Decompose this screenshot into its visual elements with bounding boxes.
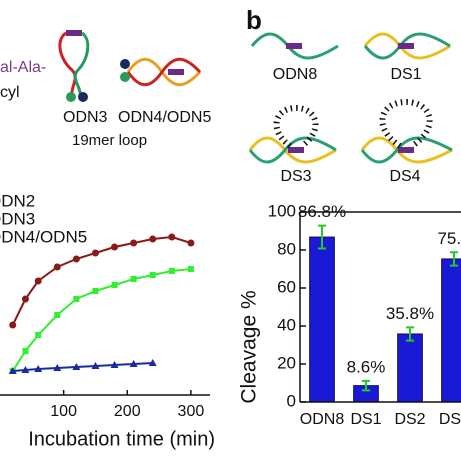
point — [129, 360, 138, 367]
x-tick-label: DS — [439, 411, 461, 428]
error-bar — [406, 326, 414, 342]
x-tick-label: 100 — [50, 403, 77, 420]
point — [21, 366, 30, 373]
point — [21, 295, 29, 303]
linker-text: al-Ala- — [0, 59, 46, 76]
point — [53, 263, 61, 271]
point — [22, 348, 29, 354]
sequence-label: ODN4/ODN5 — [118, 109, 211, 126]
point — [53, 364, 62, 371]
y-tick-label: 40 — [277, 315, 296, 334]
sequence-label: ODN8 — [273, 66, 318, 83]
hairpin-icon — [58, 30, 90, 102]
point — [149, 272, 156, 278]
point — [54, 312, 61, 318]
point — [187, 266, 194, 272]
x-axis-title: Incubation time (min) — [28, 428, 215, 450]
x-tick-label: ODN8 — [300, 411, 345, 428]
point — [72, 255, 80, 263]
legend-label: ODN2 — [0, 191, 35, 210]
legend-label: ODN4/ODN5 — [0, 227, 87, 246]
sequence-label: ODN3 — [63, 109, 108, 126]
bar — [397, 333, 423, 403]
y-tick-label: 0 — [287, 391, 296, 410]
y-tick-label: 60 — [277, 277, 296, 296]
duplex-icon — [120, 57, 202, 87]
point — [168, 233, 176, 241]
point — [92, 288, 99, 294]
point — [149, 235, 157, 243]
point — [130, 276, 137, 282]
bar — [441, 258, 461, 403]
legend-label: ODN3 — [0, 209, 35, 228]
point — [72, 363, 81, 370]
point — [130, 239, 138, 247]
x-tick-label: DS1 — [350, 411, 381, 428]
linker-text: cyl — [0, 84, 20, 101]
point — [110, 361, 119, 368]
point — [187, 239, 195, 247]
sequence-label: DS3 — [280, 168, 311, 185]
series-line — [11, 268, 192, 372]
point — [73, 296, 80, 302]
point — [168, 268, 175, 274]
point — [34, 365, 43, 372]
y-tick-label: 80 — [277, 239, 296, 258]
point — [9, 321, 17, 329]
panel-label: b — [246, 5, 262, 35]
y-tick-label: 20 — [277, 353, 296, 372]
x-tick-label: DS2 — [394, 411, 425, 428]
value-label: 35.8% — [386, 304, 434, 323]
point — [91, 249, 99, 257]
loop-label: 19mer loop — [72, 132, 147, 149]
point — [111, 282, 118, 288]
point — [148, 359, 157, 366]
x-tick-label: 300 — [178, 403, 205, 420]
error-bar — [318, 224, 326, 250]
y-tick-label: 100 — [268, 201, 296, 220]
point — [111, 243, 119, 251]
sequence-label: DS4 — [389, 168, 420, 185]
point — [8, 367, 17, 374]
point — [91, 362, 100, 369]
bar — [309, 236, 335, 403]
strand-icons — [248, 32, 453, 164]
x-tick-label: 200 — [114, 403, 141, 420]
error-bar — [362, 379, 370, 392]
y-axis-title: Cleavage % — [238, 290, 261, 403]
sequence-label: DS1 — [390, 66, 421, 83]
value-label: 75.3 — [437, 229, 461, 248]
point — [34, 277, 42, 285]
value-label: 8.6% — [347, 357, 386, 376]
point — [35, 332, 42, 338]
error-bar — [450, 251, 458, 267]
